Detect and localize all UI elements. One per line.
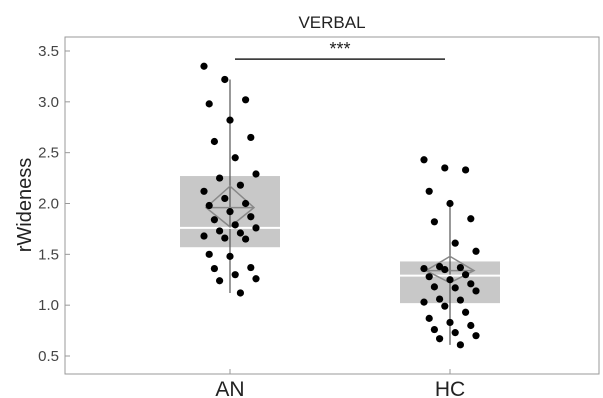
data-point <box>467 321 475 330</box>
data-point <box>210 264 218 273</box>
data-point <box>472 247 480 255</box>
data-point <box>226 116 234 124</box>
data-point <box>420 298 428 306</box>
data-point <box>205 201 213 210</box>
data-point <box>231 221 239 229</box>
data-point <box>425 187 433 195</box>
data-point <box>425 273 433 281</box>
data-point <box>242 199 250 208</box>
data-point <box>456 263 464 272</box>
data-point <box>247 213 255 221</box>
data-point <box>462 308 470 316</box>
data-point <box>446 276 454 284</box>
data-point <box>221 75 229 84</box>
data-point <box>236 181 244 189</box>
data-point <box>236 229 244 237</box>
data-point <box>205 250 213 258</box>
data-point <box>420 156 428 164</box>
data-point <box>236 289 244 297</box>
data-point <box>242 96 250 104</box>
data-point <box>221 234 229 242</box>
data-point <box>441 302 449 310</box>
data-point <box>472 332 480 340</box>
data-point <box>200 187 208 195</box>
x-tick-label: AN <box>215 378 244 398</box>
data-point <box>462 166 470 174</box>
y-axis-label: rWideness <box>14 158 36 252</box>
y-tick-label: 2.0 <box>38 196 59 213</box>
data-point <box>462 271 470 279</box>
data-point <box>226 252 234 260</box>
data-point <box>200 62 208 70</box>
data-point <box>216 174 224 182</box>
data-point <box>242 235 250 243</box>
data-point <box>467 280 475 288</box>
data-point <box>451 239 459 247</box>
y-tick-label: 1.5 <box>38 246 59 263</box>
data-point <box>210 137 218 146</box>
data-point <box>247 133 255 142</box>
plot-layer: 0.5 1.0 1.5 2.0 2.5 3.0 3.5 AN HC *** <box>38 39 500 398</box>
data-point <box>436 262 444 271</box>
data-point <box>451 284 459 292</box>
data-point <box>252 224 260 232</box>
x-tick-label: HC <box>435 378 465 398</box>
data-point <box>430 218 438 226</box>
data-point <box>420 264 428 273</box>
y-tick-label: 0.5 <box>38 348 59 365</box>
plot-frame <box>64 36 600 375</box>
data-point <box>446 318 454 327</box>
data-point <box>446 199 454 208</box>
data-point <box>252 275 260 283</box>
data-point <box>231 271 239 279</box>
data-point <box>231 154 239 162</box>
data-point <box>210 216 218 224</box>
data-point <box>200 232 208 240</box>
data-point <box>456 296 464 304</box>
y-tick-label: 3.0 <box>38 94 59 111</box>
data-point <box>456 341 464 349</box>
data-point <box>441 164 449 172</box>
chart-title: VERBAL <box>298 13 365 32</box>
data-point <box>205 100 213 108</box>
data-point <box>216 227 224 235</box>
data-point <box>425 314 433 322</box>
data-point <box>430 325 438 334</box>
data-point <box>441 265 449 274</box>
data-point <box>467 215 475 223</box>
data-point <box>436 335 444 343</box>
data-point <box>451 329 459 337</box>
y-tick-label: 3.5 <box>38 43 59 60</box>
y-tick-label: 2.5 <box>38 145 59 162</box>
significance-label: *** <box>329 39 350 59</box>
data-point <box>252 170 260 178</box>
data-point <box>436 295 444 303</box>
data-point <box>430 283 438 291</box>
data-point <box>247 263 255 272</box>
data-point <box>472 287 480 295</box>
data-point <box>216 277 224 285</box>
data-point <box>221 194 229 203</box>
data-point <box>226 208 234 216</box>
y-tick-label: 1.0 <box>38 297 59 314</box>
